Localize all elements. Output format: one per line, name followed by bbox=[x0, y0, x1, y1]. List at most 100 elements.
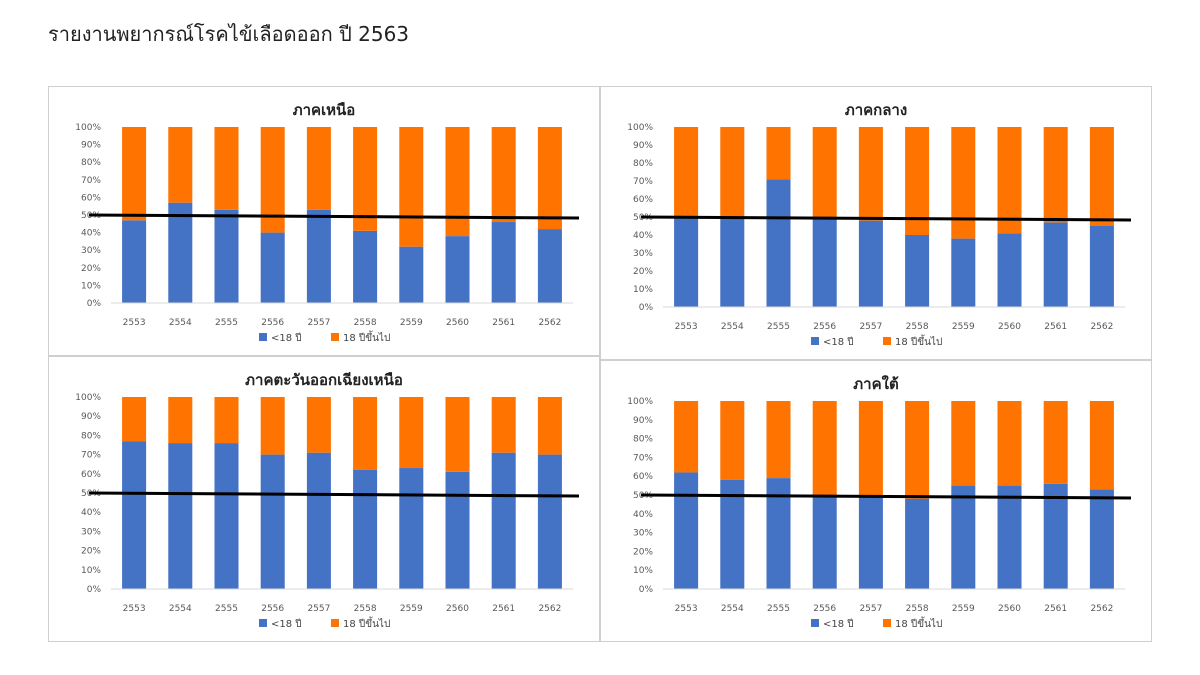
bar-over18 bbox=[537, 397, 562, 455]
reference-line-50 bbox=[640, 215, 1132, 222]
legend-swatch bbox=[331, 619, 339, 627]
y-tick-label: 70% bbox=[81, 451, 101, 461]
bar-under18 bbox=[306, 209, 331, 303]
x-tick-label: 2559 bbox=[952, 604, 975, 614]
y-tick-label: 10% bbox=[633, 285, 653, 295]
bar-under18 bbox=[537, 454, 562, 589]
bar-under18 bbox=[260, 454, 285, 589]
x-tick-label: 2559 bbox=[400, 604, 423, 614]
bar-over18 bbox=[997, 401, 1022, 486]
bar-over18 bbox=[168, 397, 193, 444]
bar-over18 bbox=[537, 127, 562, 230]
bar-under18 bbox=[720, 479, 745, 589]
bar-over18 bbox=[858, 401, 883, 495]
bar-over18 bbox=[674, 127, 699, 217]
y-tick-label: 20% bbox=[633, 547, 653, 557]
y-tick-label: 0% bbox=[639, 585, 654, 595]
bar-over18 bbox=[1089, 401, 1114, 490]
bar-over18 bbox=[122, 127, 147, 221]
page-title: รายงานพยากรณ์โรคไข้เลือดออก ปี 2563 bbox=[48, 22, 410, 46]
x-tick-label: 2557 bbox=[307, 604, 330, 614]
bar-over18 bbox=[1043, 401, 1068, 484]
bar-under18 bbox=[812, 218, 837, 307]
y-tick-label: 80% bbox=[633, 159, 653, 169]
bar-under18 bbox=[674, 217, 699, 307]
y-tick-label: 60% bbox=[633, 195, 653, 205]
bar-over18 bbox=[122, 397, 147, 442]
bar-over18 bbox=[812, 127, 837, 219]
legend-swatch bbox=[883, 619, 891, 627]
bar-over18 bbox=[491, 127, 516, 223]
x-tick-label: 2555 bbox=[215, 604, 238, 614]
bar-over18 bbox=[399, 127, 424, 247]
bar-under18 bbox=[353, 230, 378, 303]
chart-panel-south: ภาคใต้0%10%20%30%40%50%60%70%80%90%100%2… bbox=[600, 360, 1152, 642]
x-tick-label: 2556 bbox=[261, 604, 284, 614]
bar-under18 bbox=[168, 443, 193, 589]
chart-svg: ภาคใต้0%10%20%30%40%50%60%70%80%90%100%2… bbox=[627, 375, 1132, 630]
bar-under18 bbox=[168, 202, 193, 303]
bar-over18 bbox=[812, 401, 837, 495]
bar-under18 bbox=[122, 220, 147, 303]
reference-line-50 bbox=[88, 491, 580, 498]
bar-under18 bbox=[720, 217, 745, 307]
y-tick-label: 70% bbox=[81, 176, 101, 186]
bar-under18 bbox=[399, 246, 424, 303]
bar-under18 bbox=[858, 495, 883, 589]
y-tick-label: 0% bbox=[87, 299, 102, 309]
y-tick-label: 30% bbox=[81, 246, 101, 256]
x-tick-label: 2558 bbox=[906, 322, 929, 332]
x-tick-label: 2560 bbox=[998, 604, 1021, 614]
y-tick-label: 90% bbox=[81, 141, 101, 151]
y-tick-label: 40% bbox=[81, 508, 101, 518]
chart-title: ภาคใต้ bbox=[853, 375, 898, 393]
x-tick-label: 2554 bbox=[169, 604, 192, 614]
y-tick-label: 100% bbox=[627, 397, 653, 407]
y-tick-label: 10% bbox=[81, 281, 101, 291]
x-tick-label: 2553 bbox=[675, 322, 698, 332]
bar-under18 bbox=[905, 498, 930, 589]
bar-over18 bbox=[905, 127, 930, 235]
legend-label: 18 ปีขึ้นไป bbox=[343, 616, 390, 630]
y-tick-label: 0% bbox=[87, 585, 102, 595]
y-tick-label: 60% bbox=[81, 470, 101, 480]
reference-line-50 bbox=[640, 493, 1132, 500]
legend-label: 18 ปีขึ้นไป bbox=[895, 334, 942, 348]
bar-over18 bbox=[353, 127, 378, 231]
x-tick-label: 2554 bbox=[169, 318, 192, 328]
bar-over18 bbox=[720, 401, 745, 480]
bar-over18 bbox=[353, 397, 378, 470]
bar-under18 bbox=[951, 238, 976, 307]
x-tick-label: 2559 bbox=[400, 318, 423, 328]
y-tick-label: 100% bbox=[75, 123, 101, 133]
bar-under18 bbox=[260, 232, 285, 303]
bar-under18 bbox=[905, 235, 930, 307]
bar-under18 bbox=[766, 179, 791, 307]
y-tick-label: 90% bbox=[633, 141, 653, 151]
x-tick-label: 2553 bbox=[123, 318, 146, 328]
x-tick-label: 2556 bbox=[813, 604, 836, 614]
bar-over18 bbox=[720, 127, 745, 217]
y-tick-label: 20% bbox=[81, 264, 101, 274]
bar-under18 bbox=[1089, 489, 1114, 589]
chart-title: ภาคตะวันออกเฉียงเหนือ bbox=[245, 371, 403, 389]
bar-over18 bbox=[306, 127, 331, 210]
y-tick-label: 90% bbox=[81, 412, 101, 422]
bar-over18 bbox=[905, 401, 930, 499]
x-tick-label: 2562 bbox=[538, 318, 561, 328]
x-tick-label: 2555 bbox=[767, 604, 790, 614]
y-tick-label: 80% bbox=[633, 435, 653, 445]
y-tick-label: 80% bbox=[81, 431, 101, 441]
bar-over18 bbox=[858, 127, 883, 221]
legend-label: 18 ปีขึ้นไป bbox=[895, 616, 942, 630]
y-tick-label: 70% bbox=[633, 177, 653, 187]
chart-svg: ภาคตะวันออกเฉียงเหนือ0%10%20%30%40%50%60… bbox=[75, 371, 580, 630]
bar-over18 bbox=[214, 127, 239, 210]
y-tick-label: 30% bbox=[633, 249, 653, 259]
x-tick-label: 2557 bbox=[859, 604, 882, 614]
x-tick-label: 2555 bbox=[767, 322, 790, 332]
bar-over18 bbox=[674, 401, 699, 473]
x-tick-label: 2556 bbox=[261, 318, 284, 328]
bar-over18 bbox=[306, 397, 331, 453]
y-tick-label: 20% bbox=[633, 267, 653, 277]
